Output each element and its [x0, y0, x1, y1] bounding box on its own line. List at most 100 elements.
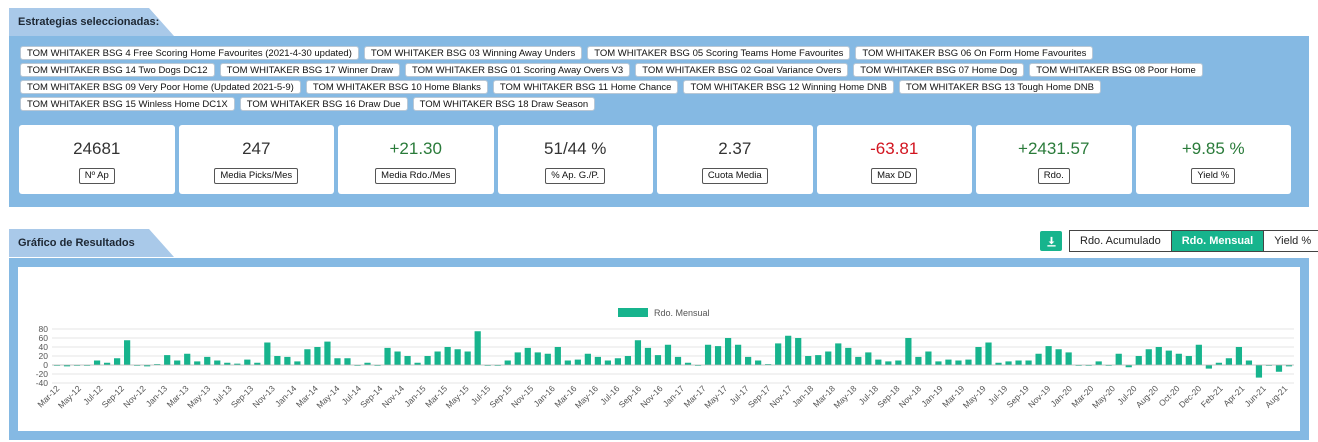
chart-container: Rdo. Mensual 80 60 40 20 0 -20 -40 Mar-12 May-12 J…	[18, 267, 1300, 431]
bar	[1035, 353, 1042, 365]
bar	[604, 360, 612, 365]
stat-label: Cuota Media	[701, 168, 768, 184]
bar	[745, 356, 752, 365]
bar	[1175, 353, 1182, 365]
x-tick-label: Nov-13	[250, 383, 277, 410]
bar	[63, 365, 71, 367]
bar	[93, 360, 101, 365]
x-tick-label: Sep-14	[358, 383, 385, 410]
bar	[464, 351, 471, 365]
bar	[815, 355, 822, 365]
legend-label: Rdo. Mensual	[654, 308, 710, 318]
strategy-tag: TOM WHITAKER BSG 02 Goal Variance Overs	[635, 63, 849, 77]
bar	[1025, 360, 1032, 365]
x-tick-label: Jan-19	[919, 383, 945, 409]
bar	[674, 356, 682, 365]
x-tick-label: Sep-17	[746, 383, 773, 410]
x-tick-label: Sep-19	[1004, 383, 1031, 410]
bar	[805, 356, 812, 365]
x-tick-label: Apr-21	[1221, 383, 1246, 408]
bar	[704, 344, 712, 365]
stat-value: 51/44 %	[544, 139, 607, 158]
x-tick-label: May-12	[56, 383, 83, 410]
bar	[755, 360, 762, 365]
x-tick-label: May-14	[314, 383, 341, 410]
x-tick-label: Sep-16	[617, 383, 644, 410]
x-tick-label: Nov-18	[897, 383, 924, 410]
mode-button-rdo-mensual[interactable]: Rdo. Mensual	[1170, 231, 1264, 251]
bar	[414, 362, 421, 365]
x-tick-label: Nov-15	[509, 383, 536, 410]
bar	[304, 349, 311, 365]
bar	[294, 361, 301, 365]
bar	[785, 335, 792, 365]
stat-value: +21.30	[389, 139, 442, 158]
bar	[1145, 349, 1152, 365]
y-tick-label: 80	[39, 324, 49, 334]
results-panel: Rdo. Mensual 80 60 40 20 0 -20 -40 Mar-12 May-12 J…	[9, 258, 1309, 440]
strategy-tag: TOM WHITAKER BSG 16 Draw Due	[239, 97, 408, 111]
bar	[1225, 358, 1233, 365]
stat-card: +9.85 % Yield %	[1135, 125, 1291, 194]
bar	[384, 347, 391, 365]
strategy-tag: TOM WHITAKER BSG 08 Poor Home	[1029, 63, 1203, 77]
bar	[274, 356, 281, 365]
x-tick-label: May-20	[1090, 383, 1117, 410]
y-tick-label: -40	[36, 378, 49, 388]
bar	[594, 356, 601, 365]
stat-label: Max DD	[871, 168, 918, 184]
strategy-tag: TOM WHITAKER BSG 05 Scoring Teams Home F…	[587, 46, 851, 60]
stat-label: Nº Ap	[78, 168, 115, 184]
x-tick-label: Sep-15	[487, 383, 514, 410]
bar	[564, 360, 571, 365]
bar	[314, 347, 321, 365]
bar	[1205, 365, 1212, 369]
stat-value: 247	[242, 139, 271, 158]
bar	[1185, 356, 1192, 365]
bar	[124, 340, 131, 365]
stat-card: +2431.57 Rdo.	[976, 125, 1132, 194]
download-button[interactable]	[1040, 231, 1062, 251]
bar	[1235, 347, 1243, 365]
bar	[204, 356, 211, 365]
x-tick-label: Jan-15	[402, 383, 428, 409]
mode-button-rdo-acumulado[interactable]: Rdo. Acumulado	[1070, 231, 1171, 251]
stat-value: +9.85 %	[1181, 139, 1245, 158]
y-tick-label: -20	[36, 369, 49, 379]
stat-label: Media Rdo./Mes	[375, 168, 457, 184]
bar	[394, 351, 401, 365]
bar	[1255, 365, 1263, 378]
bar	[955, 360, 962, 365]
bar	[634, 340, 642, 365]
bar	[554, 347, 561, 365]
strategy-tag: TOM WHITAKER BSG 14 Two Dogs DC12	[20, 63, 215, 77]
bar	[504, 360, 511, 365]
bar	[544, 353, 551, 365]
results-header: Gráfico de Resultados	[9, 229, 174, 257]
strategy-tag: TOM WHITAKER BSG 07 Home Dog	[853, 63, 1025, 77]
bar	[364, 362, 371, 365]
stat-label: Rdo.	[1037, 168, 1070, 184]
bar	[334, 358, 341, 365]
bar	[434, 351, 441, 365]
strategy-tag: TOM WHITAKER BSG 15 Winless Home DC1X	[20, 97, 235, 111]
stat-card: +21.30 Media Rdo./Mes	[338, 125, 494, 194]
mode-button-yield[interactable]: Yield %	[1263, 231, 1318, 251]
bar	[164, 355, 171, 365]
strategies-title: Estrategias seleccionadas:	[18, 16, 160, 28]
x-tick-label: Aug-21	[1263, 383, 1290, 410]
bar	[995, 362, 1002, 365]
bar	[775, 343, 782, 365]
bar	[184, 353, 191, 365]
x-tick-label: Nov-16	[638, 383, 665, 410]
strategy-tag: TOM WHITAKER BSG 01 Scoring Away Overs V…	[405, 63, 631, 77]
bar	[765, 364, 772, 365]
bar	[174, 360, 181, 365]
bar	[534, 352, 541, 365]
bar	[895, 360, 902, 365]
stat-label: Yield %	[1191, 168, 1236, 184]
x-tick-label: Sep-12	[100, 383, 127, 410]
bar	[965, 359, 972, 365]
legend-swatch	[618, 308, 648, 317]
x-tick-label: Sep-18	[875, 383, 902, 410]
